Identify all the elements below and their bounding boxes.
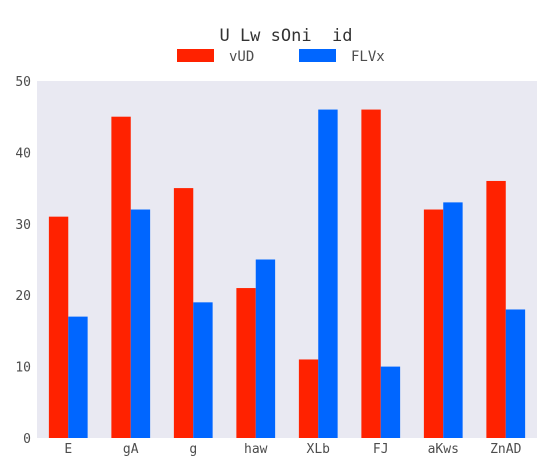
- legend: vUD FLVx: [177, 49, 385, 65]
- bar-FLVx-E: [68, 316, 88, 438]
- bar-vUD-haw: [236, 288, 256, 438]
- legend-swatch-FLVx: [299, 49, 336, 62]
- y-tick-label: 50: [15, 75, 31, 90]
- bar-vUD-XLb: [298, 359, 319, 438]
- x-tick-label: FJ: [373, 442, 389, 457]
- bar-vUD-FJ: [361, 109, 381, 438]
- x-tick-label: gA: [123, 442, 139, 457]
- bar-FLVx-ZnAD: [505, 309, 526, 438]
- bars: [48, 109, 526, 438]
- y-tick-label: 30: [15, 218, 31, 233]
- x-tick-label: ZnAD: [490, 442, 521, 457]
- chart-title: U Lw sOni id: [219, 26, 352, 46]
- y-tick-label: 10: [15, 361, 31, 376]
- bar-FLVx-gA: [130, 209, 151, 438]
- bar-FLVx-haw: [255, 259, 276, 438]
- bar-FLVx-aKws: [443, 202, 463, 438]
- y-axis: 0 10 20 30 40 50: [15, 75, 31, 447]
- y-tick-label: 20: [15, 289, 31, 304]
- bar-FLVx-XLb: [318, 109, 338, 438]
- y-tick-label: 0: [23, 432, 31, 447]
- bar-vUD-aKws: [423, 209, 444, 438]
- bar-vUD-E: [48, 216, 69, 438]
- bar-FLVx-g: [193, 302, 213, 438]
- bar-vUD-gA: [111, 116, 131, 438]
- legend-label-FLVx: FLVx: [351, 49, 385, 65]
- legend-swatch-vUD: [177, 49, 214, 62]
- x-tick-label: aKws: [428, 442, 459, 457]
- x-tick-label: XLb: [307, 442, 331, 457]
- legend-label-vUD: vUD: [229, 49, 254, 65]
- bar-vUD-ZnAD: [486, 180, 506, 438]
- bar-vUD-g: [173, 188, 194, 438]
- bar-FLVx-FJ: [380, 366, 401, 438]
- x-tick-label: g: [189, 442, 197, 457]
- x-tick-label: E: [64, 442, 72, 457]
- x-tick-label: haw: [244, 442, 268, 457]
- y-tick-label: 40: [15, 146, 31, 161]
